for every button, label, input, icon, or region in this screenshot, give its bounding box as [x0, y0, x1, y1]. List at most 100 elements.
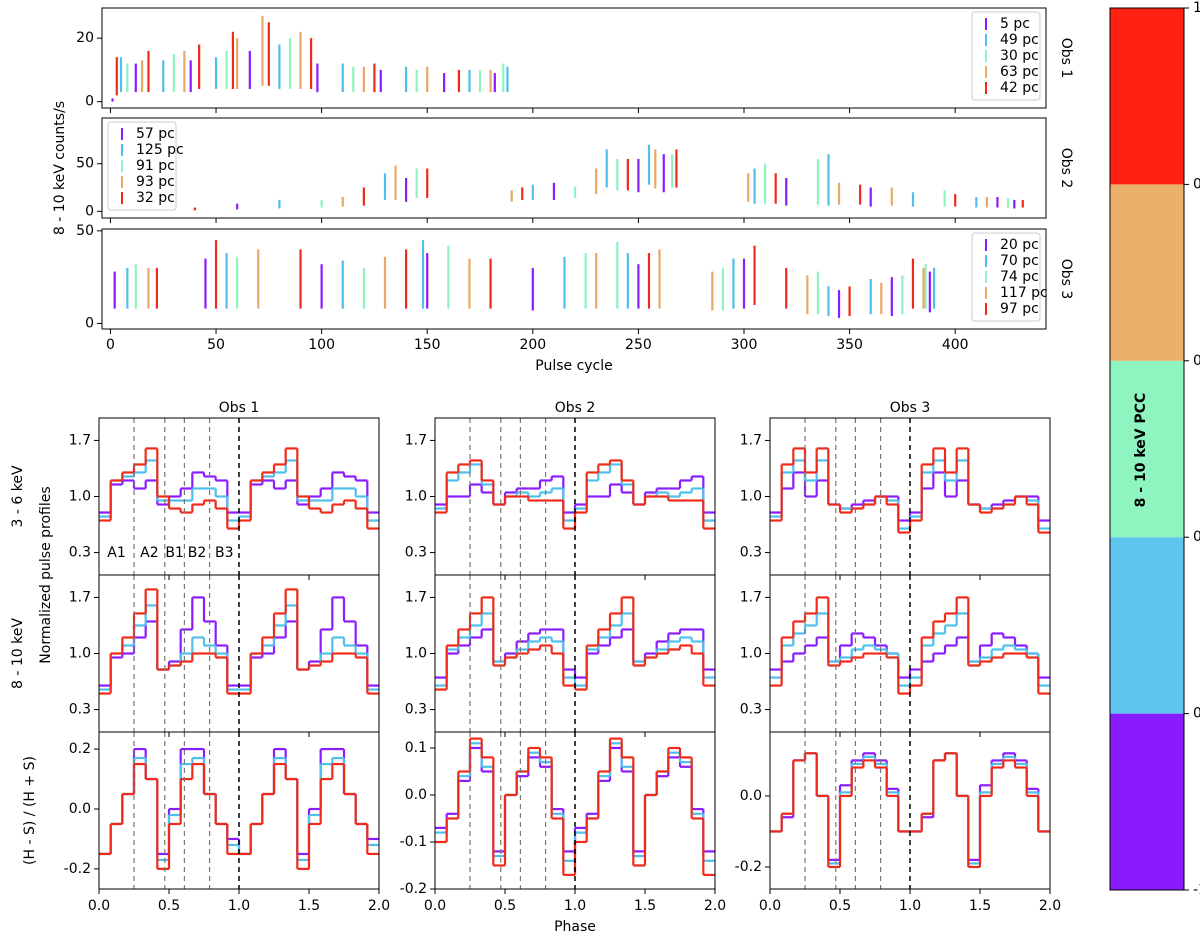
x-tick-label: 1.5	[298, 898, 320, 914]
legend-label: 93 pc	[136, 174, 175, 190]
x-tick-label: 100	[308, 337, 335, 353]
legend-label: 97 pc	[1000, 301, 1039, 317]
legend-label: 57 pc	[136, 126, 175, 142]
y-tick-label: 0.0	[69, 801, 91, 817]
column-title: Obs 3	[890, 400, 931, 416]
legend-label: 30 pc	[1000, 48, 1039, 64]
profile-riser	[109, 448, 369, 529]
row-label: 8 - 10 keV	[10, 618, 26, 689]
legend-box	[107, 121, 177, 211]
x-tick-label: 150	[414, 337, 441, 353]
y-tick-label: 0.0	[740, 788, 762, 804]
colorbar-band	[1110, 713, 1184, 890]
colorbar-tick-label: 0.85	[1193, 353, 1200, 369]
colorbar-frame	[1109, 7, 1185, 891]
x-tick-label: 250	[625, 337, 652, 353]
y-axis-label: Normalized pulse profiles	[38, 486, 54, 663]
y-tick-label: 1.7	[405, 432, 427, 448]
legend-label: 70 pc	[1000, 253, 1039, 269]
panel-label: Obs 3	[1058, 259, 1074, 300]
x-tick-label: 0.5	[829, 898, 851, 914]
panel-frame	[98, 731, 380, 890]
profile-riser	[780, 448, 1040, 533]
x-tick-label: 1.0	[564, 898, 586, 914]
colorbar-band	[1110, 8, 1184, 185]
panel-frame	[101, 228, 1047, 330]
column-title: Obs 2	[555, 400, 596, 416]
colorbar-tick-label: 0.6	[1193, 706, 1200, 722]
legend-label: 32 pc	[136, 190, 175, 206]
column-title: Obs 1	[219, 400, 260, 416]
y-tick-label: 1.7	[740, 589, 762, 605]
x-tick-label: 400	[942, 337, 969, 353]
region-label: B2	[188, 545, 207, 561]
colorbar-tick-label: 0.9	[1193, 176, 1200, 192]
y-tick-label: 0.3	[405, 545, 427, 561]
panel-frame	[434, 574, 716, 733]
y-tick-label: 0.3	[740, 702, 762, 718]
y-axis-label: 8 - 10 keV counts/s	[52, 101, 68, 235]
y-tick-label: 0.3	[740, 545, 762, 561]
y-tick-label: 1.7	[69, 589, 91, 605]
panel-label: Obs 2	[1058, 148, 1074, 189]
legend-box	[971, 11, 1041, 101]
legend-label: 91 pc	[136, 158, 175, 174]
x-tick-label: 0.0	[88, 898, 110, 914]
region-label: B1	[165, 545, 184, 561]
colorbar-band	[1110, 184, 1184, 361]
region-label: A2	[140, 545, 158, 561]
x-tick-label: 350	[836, 337, 863, 353]
y-tick-label: 0	[85, 94, 94, 110]
y-tick-label: -0.2	[400, 881, 427, 897]
colorbar-band	[1110, 537, 1184, 714]
legend-label: 117 pc	[1000, 285, 1048, 301]
legend-label: 49 pc	[1000, 32, 1039, 48]
x-tick-label: 1.0	[228, 898, 250, 914]
y-tick-label: 0.0	[405, 787, 427, 803]
x-tick-label: 0.0	[759, 898, 781, 914]
y-tick-label: 20	[76, 30, 94, 46]
y-tick-label: 1.0	[740, 646, 762, 662]
x-tick-label: 0	[106, 337, 115, 353]
legend-label: 63 pc	[1000, 64, 1039, 80]
x-tick-label: 0.0	[424, 898, 446, 914]
colorbar-band	[1110, 360, 1184, 538]
region-label: A1	[107, 545, 125, 561]
panel-frame	[101, 117, 1047, 219]
y-tick-label: 0.3	[405, 702, 427, 718]
legend-label: 74 pc	[1000, 269, 1039, 285]
colorbar-tick-label: -1	[1193, 882, 1200, 898]
legend-label: 125 pc	[136, 142, 184, 158]
x-tick-label: 0.5	[158, 898, 180, 914]
y-tick-label: 0.2	[69, 741, 91, 757]
legend-label: 42 pc	[1000, 80, 1039, 96]
x-tick-label: 300	[731, 337, 758, 353]
y-tick-label: 1.7	[405, 589, 427, 605]
y-tick-label: 1.0	[405, 646, 427, 662]
panel-frame	[101, 7, 1047, 109]
x-tick-label: 1.5	[969, 898, 991, 914]
y-tick-label: 1.0	[740, 489, 762, 505]
y-tick-label: 1.0	[69, 646, 91, 662]
legend-label: 20 pc	[1000, 237, 1039, 253]
profile-riser	[780, 753, 1040, 867]
x-tick-label: 1.5	[634, 898, 656, 914]
y-tick-label: -0.1	[400, 834, 427, 850]
x-tick-label: 2.0	[704, 898, 726, 914]
x-axis-label: Pulse cycle	[535, 358, 613, 374]
y-tick-label: 50	[76, 156, 94, 172]
y-tick-label: 0.3	[69, 545, 91, 561]
profile-riser	[445, 738, 705, 875]
y-tick-label: 1.7	[69, 432, 91, 448]
y-tick-label: -0.2	[735, 859, 762, 875]
row-label: (H - S) / (H + S)	[22, 756, 38, 865]
y-tick-label: 1.7	[740, 432, 762, 448]
colorbar-label: 8 - 10 keV PCC	[1133, 393, 1149, 508]
region-label: B3	[215, 545, 234, 561]
x-axis-label: Phase	[554, 919, 596, 935]
panel-frame	[769, 731, 1051, 890]
y-tick-label: 1.0	[69, 489, 91, 505]
y-tick-label: 50	[76, 223, 94, 239]
panel-label: Obs 1	[1058, 38, 1074, 79]
legend-label: 5 pc	[1000, 16, 1030, 32]
